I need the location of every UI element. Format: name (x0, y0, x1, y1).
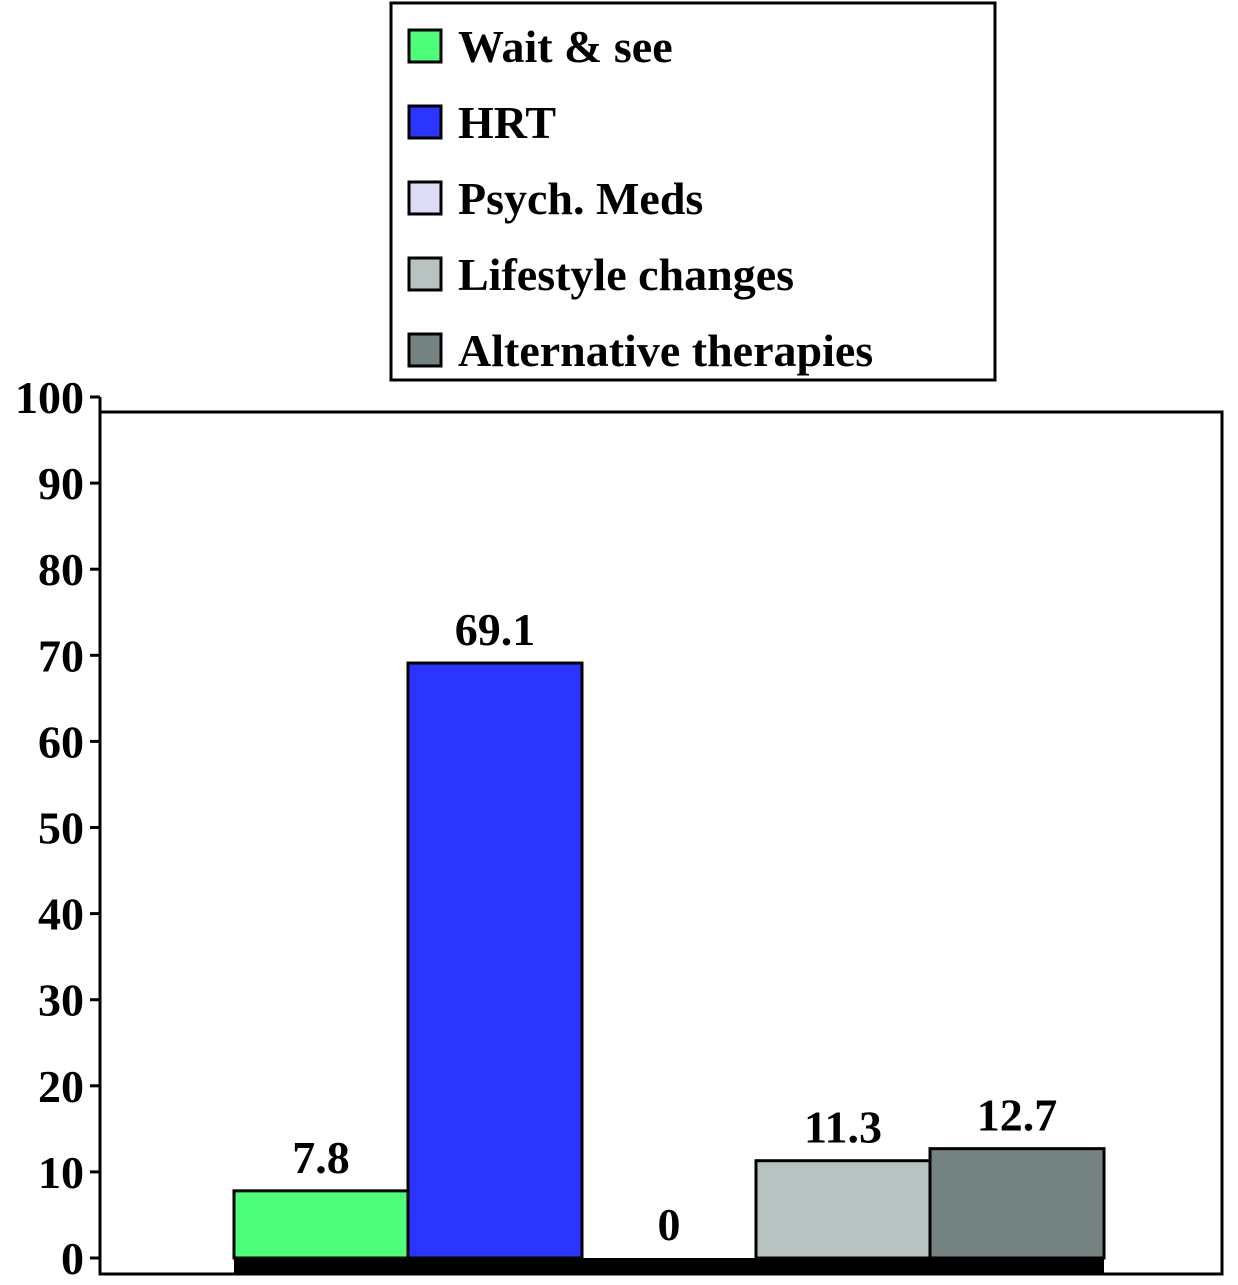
legend-label-psych-meds: Psych. Meds (458, 173, 703, 224)
legend-box (389, 1, 997, 382)
y-tick-label-80: 80 (38, 544, 84, 595)
y-tick-label-90: 90 (38, 458, 84, 509)
y-tick-label-60: 60 (38, 716, 84, 767)
y-tick-label-0: 0 (61, 1233, 84, 1280)
y-tick-label-30: 30 (38, 975, 84, 1026)
data-label-psych-meds: 0 (658, 1199, 681, 1250)
y-tick-label-70: 70 (38, 630, 84, 681)
legend-swatch-alternative-therapies (407, 332, 443, 368)
bar-wait-see (232, 1189, 410, 1260)
y-tick-label-40: 40 (38, 889, 84, 940)
data-label-wait-see: 7.8 (292, 1132, 350, 1183)
legend-label-alternative-therapies: Alternative therapies (458, 325, 873, 376)
bar-hrt (406, 661, 584, 1260)
legend-swatch-lifestyle-changes (407, 256, 443, 292)
legend-label-lifestyle-changes: Lifestyle changes (458, 249, 794, 300)
legend-swatch-wait-see (407, 28, 443, 64)
bar-alternative-therapies (928, 1147, 1106, 1260)
plot-area: 0 10 20 30 40 50 60 70 80 90 100 7.8 69.1 0 11.3 12.7 (15, 372, 1224, 1284)
bar-baseline-strip (234, 1258, 1104, 1274)
plot-frame (98, 410, 1224, 1276)
y-tick-label-100: 100 (15, 372, 84, 423)
legend-swatch-hrt (407, 104, 443, 140)
data-label-alternative-therapies: 12.7 (977, 1090, 1058, 1141)
bars: 7.8 69.1 0 11.3 12.7 (232, 604, 1106, 1260)
data-label-lifestyle-changes: 11.3 (804, 1102, 882, 1153)
y-tick-label-10: 10 (38, 1147, 84, 1198)
bar-lifestyle-changes (754, 1159, 932, 1260)
legend: Wait & see HRT Psych. Meds Lifestyle change… (389, 1, 997, 382)
legend-swatch-psych-meds (407, 180, 443, 216)
legend-label-wait-see: Wait & see (458, 21, 673, 72)
legend-label-hrt: HRT (458, 97, 556, 148)
y-tick-label-50: 50 (38, 803, 84, 854)
y-tick-label-20: 20 (38, 1061, 84, 1112)
data-label-hrt: 69.1 (455, 604, 536, 655)
